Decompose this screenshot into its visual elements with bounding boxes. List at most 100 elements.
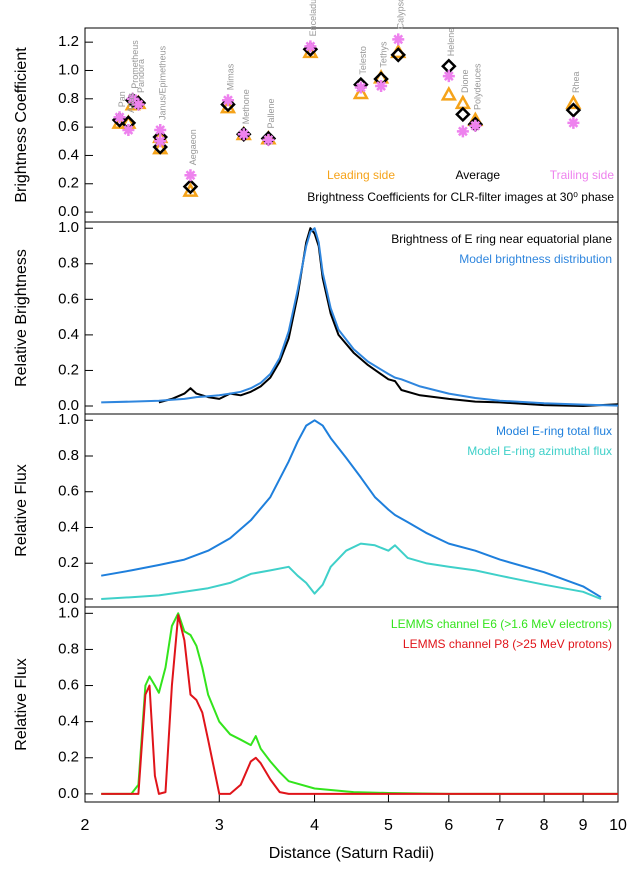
y-tick-label: 0.4 bbox=[58, 518, 79, 535]
moon-label: Dione bbox=[460, 70, 470, 94]
legend-label: LEMMS channel E6 (>1.6 MeV electrons) bbox=[391, 617, 612, 631]
legend-label: Model E-ring total flux bbox=[496, 424, 612, 438]
moon-label: Pallene bbox=[266, 98, 276, 128]
y-tick-label: 0.0 bbox=[58, 785, 79, 802]
x-tick-label: 6 bbox=[444, 817, 453, 834]
moon-label: Polydeuces bbox=[473, 63, 483, 110]
marker-asterisk bbox=[304, 40, 317, 53]
note: Brightness Coefficients for CLR-filter i… bbox=[307, 190, 614, 204]
plot-frame bbox=[84, 413, 619, 608]
marker-asterisk bbox=[392, 33, 405, 46]
marker-asterisk bbox=[469, 119, 482, 132]
x-tick-label: 3 bbox=[215, 817, 224, 834]
y-axis-title: Relative Flux bbox=[13, 464, 30, 556]
y-tick-label: 0.6 bbox=[58, 677, 79, 694]
y-axis-title: Relative Flux bbox=[13, 658, 30, 750]
plot-frame bbox=[84, 606, 619, 803]
y-tick-label: 0.6 bbox=[58, 483, 79, 500]
marker-triangle bbox=[565, 94, 582, 110]
legend-label: LEMMS channel P8 (>25 MeV protons) bbox=[403, 637, 612, 651]
y-axis-title: Relative Brightness bbox=[13, 249, 30, 387]
marker-asterisk bbox=[154, 135, 167, 148]
line bbox=[101, 227, 619, 407]
marker-asterisk bbox=[237, 128, 250, 141]
moon-label: Mimas bbox=[225, 63, 235, 90]
x-axis-title: Distance (Saturn Radii) bbox=[269, 845, 434, 862]
y-tick-label: 1.0 bbox=[58, 61, 79, 78]
moon-label: Janus/Epimetheus bbox=[158, 45, 168, 120]
marker-asterisk bbox=[456, 125, 469, 138]
marker-asterisk bbox=[113, 111, 126, 124]
x-tick-label: 4 bbox=[310, 817, 319, 834]
y-axis-title: Brightness Coefficient bbox=[13, 47, 30, 203]
y-tick-label: 1.0 bbox=[58, 219, 79, 236]
marker-asterisk bbox=[126, 92, 139, 105]
moon-label: Calypso bbox=[396, 0, 406, 29]
legend-label: Model brightness distribution bbox=[459, 252, 612, 266]
marker-asterisk bbox=[122, 123, 135, 136]
moon-label: Pan bbox=[117, 91, 127, 107]
x-tick-label: 5 bbox=[384, 817, 393, 834]
legend-label: Trailing side bbox=[550, 168, 615, 182]
y-tick-label: 0.0 bbox=[58, 397, 79, 414]
y-tick-label: 1.0 bbox=[58, 604, 79, 621]
line bbox=[101, 542, 602, 600]
y-tick-label: 0.0 bbox=[58, 590, 79, 607]
y-tick-label: 0.2 bbox=[58, 554, 79, 571]
y-tick-label: 1.0 bbox=[58, 411, 79, 428]
moon-label: Helene bbox=[446, 28, 456, 57]
y-tick-label: 0.4 bbox=[58, 713, 79, 730]
marker-asterisk bbox=[354, 81, 367, 94]
moon-label: Rhea bbox=[571, 72, 581, 94]
marker-asterisk bbox=[375, 80, 388, 93]
marker-asterisk bbox=[442, 70, 455, 83]
marker-diamond bbox=[390, 47, 407, 63]
y-tick-label: 0.6 bbox=[58, 118, 79, 135]
marker-diamond bbox=[455, 106, 471, 123]
moon-label: Enceladus bbox=[308, 0, 318, 36]
marker-asterisk bbox=[154, 123, 167, 136]
marker-triangle bbox=[352, 84, 369, 100]
legend-label: Model E-ring azimuthal flux bbox=[467, 444, 612, 458]
line bbox=[101, 419, 602, 599]
marker-triangle bbox=[440, 85, 457, 101]
x-tick-label: 10 bbox=[609, 817, 627, 834]
marker-triangle bbox=[454, 94, 472, 110]
moon-label: Aegaeon bbox=[188, 129, 198, 165]
y-tick-label: 0.4 bbox=[58, 146, 79, 163]
moon-label: Prometheus bbox=[130, 40, 140, 89]
y-tick-label: 0.2 bbox=[58, 361, 79, 378]
moon-label: Methone bbox=[241, 89, 251, 124]
y-tick-label: 0.8 bbox=[58, 640, 79, 657]
y-tick-label: 1.2 bbox=[58, 33, 79, 50]
marker-asterisk bbox=[262, 133, 275, 146]
moon-label: Telesto bbox=[358, 46, 368, 75]
y-tick-label: 0.2 bbox=[58, 749, 79, 766]
y-tick-label: 0.0 bbox=[58, 203, 79, 220]
line bbox=[101, 612, 618, 795]
marker-asterisk bbox=[184, 169, 197, 182]
marker-diamond bbox=[182, 178, 199, 195]
legend-label: Average bbox=[456, 168, 501, 182]
y-tick-label: 0.8 bbox=[58, 90, 79, 107]
legend-label: Leading side bbox=[327, 168, 395, 182]
moon-label: Pandora bbox=[136, 59, 146, 93]
x-tick-label: 9 bbox=[579, 817, 588, 834]
x-tick-label: 8 bbox=[540, 817, 549, 834]
moon-label: Tethys bbox=[378, 41, 388, 68]
marker-asterisk bbox=[221, 94, 234, 107]
legend-label: Brightness of E ring near equatorial pla… bbox=[391, 232, 612, 246]
plot-frame bbox=[84, 221, 619, 415]
y-tick-label: 0.2 bbox=[58, 175, 79, 192]
marker-diamond bbox=[565, 102, 582, 118]
y-tick-label: 0.4 bbox=[58, 326, 79, 343]
x-tick-label: 2 bbox=[81, 817, 90, 834]
x-tick-label: 7 bbox=[495, 817, 504, 834]
line bbox=[101, 614, 618, 795]
y-tick-label: 0.8 bbox=[58, 255, 79, 272]
marker-asterisk bbox=[567, 116, 580, 129]
marker-asterisk bbox=[132, 98, 145, 111]
moon-label: Atlas bbox=[126, 92, 136, 113]
y-tick-label: 0.8 bbox=[58, 447, 79, 464]
